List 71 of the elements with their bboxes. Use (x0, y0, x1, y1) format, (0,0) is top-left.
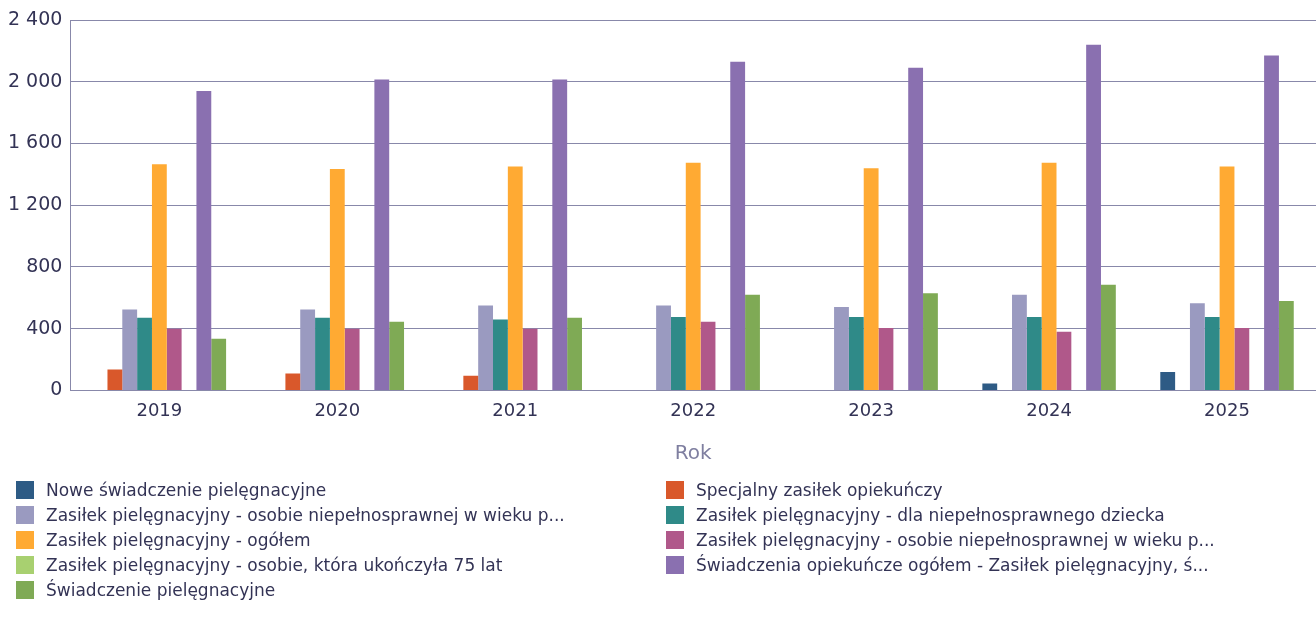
bar (745, 294, 760, 390)
x-axis-title: Rok (674, 440, 713, 465)
bar (522, 328, 538, 390)
bar (300, 309, 316, 390)
bar (1204, 317, 1220, 390)
x-tick-label: 2025 (1204, 398, 1250, 420)
bar (1264, 55, 1279, 390)
bar (1234, 327, 1250, 390)
legend-label: Zasiłek pielęgnacyjny - osobie, która ukończyła 75 lat (46, 554, 503, 575)
bar (151, 164, 167, 390)
y-tick-label: 2 400 (7, 6, 63, 29)
bar (1189, 303, 1205, 390)
bar (1056, 331, 1072, 390)
legend-label: Świadczenia opiekuńcze ogółem - Zasiłek pielęgnacyjny, ś... (696, 554, 1209, 575)
bar (908, 67, 924, 390)
bar (1219, 166, 1235, 390)
bar (478, 305, 494, 390)
bar (730, 61, 746, 390)
bar (656, 305, 671, 390)
bar (863, 168, 879, 390)
bar (685, 162, 701, 390)
bar (463, 375, 479, 390)
bar (834, 307, 849, 390)
bar (1160, 371, 1176, 390)
legend-label: Specjalny zasiłek opiekuńczy (696, 479, 943, 500)
bar (507, 166, 523, 390)
bar (122, 309, 138, 390)
x-tick-label: 2019 (136, 398, 183, 420)
bar (567, 317, 582, 390)
legend-label: Zasiłek pielęgnacyjny - dla niepełnosprawnego dziecka (696, 504, 1165, 525)
bar (196, 90, 212, 390)
bar (982, 383, 998, 390)
legend-label: Zasiłek pielęgnacyjny - ogółem (46, 529, 311, 550)
bar (137, 317, 152, 390)
y-tick-label: 400 (26, 315, 63, 338)
bar (344, 328, 360, 390)
x-tick-label: 2022 (670, 398, 717, 420)
y-tick-label: 800 (26, 253, 63, 276)
bar (700, 321, 716, 390)
bar (552, 79, 568, 390)
y-tick-label: 0 (50, 377, 63, 400)
legend-label: Świadczenie pielęgnacyjne (46, 579, 276, 600)
bar (1086, 44, 1101, 390)
x-tick-label: 2023 (848, 398, 895, 420)
bar (1100, 284, 1116, 390)
bar (107, 369, 123, 390)
bar (329, 168, 345, 390)
legend-label: Nowe świadczenie pielęgnacyjne (46, 479, 327, 500)
bar (1278, 300, 1294, 390)
bar (1026, 317, 1042, 390)
x-tick-label: 2024 (1026, 398, 1072, 420)
bar (878, 327, 894, 390)
legend-label: Zasiłek pielęgnacyjny - osobie niepełnosprawnej w wieku p... (46, 504, 565, 525)
x-tick-label: 2020 (314, 398, 361, 420)
bar (1041, 162, 1057, 390)
bar (923, 293, 938, 390)
bar (1012, 294, 1027, 390)
bar (315, 317, 330, 390)
bar (493, 319, 508, 390)
bar (285, 373, 301, 390)
bar (166, 328, 182, 390)
bar (211, 338, 227, 390)
y-tick-label: 1 200 (7, 192, 63, 215)
y-tick-label: 1 600 (7, 130, 63, 153)
bar (848, 317, 864, 390)
x-tick-label: 2021 (492, 398, 539, 420)
bar (389, 321, 405, 390)
y-tick-label: 2 000 (7, 68, 63, 91)
bar (670, 317, 686, 390)
bar (374, 79, 390, 390)
legend-label: Zasiłek pielęgnacyjny - osobie niepełnosprawnej w wieku p... (696, 529, 1215, 550)
